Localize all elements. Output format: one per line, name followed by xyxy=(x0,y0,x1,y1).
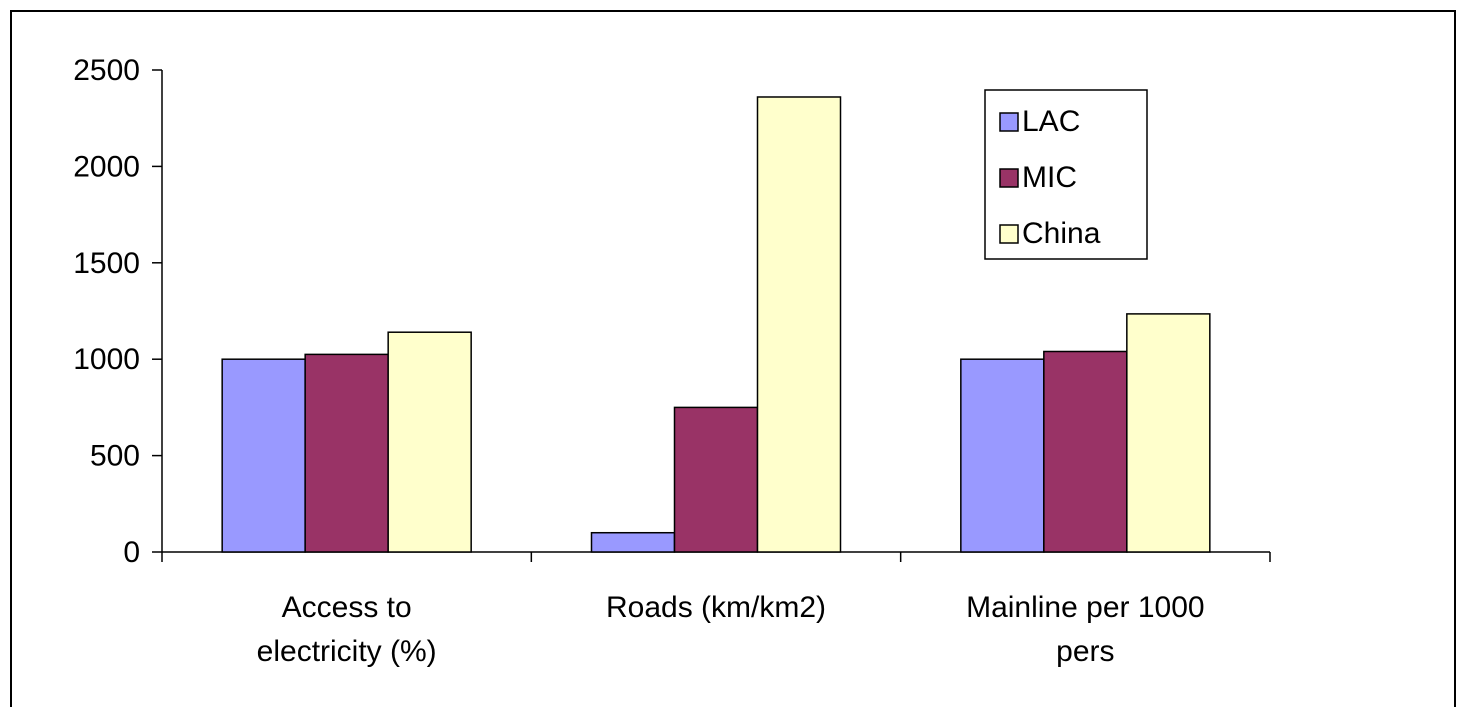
y-tick-label: 1000 xyxy=(73,343,140,376)
bar-mic-2 xyxy=(1043,350,1128,553)
x-category-label: Access to electricity (%) xyxy=(257,591,437,668)
x-category-label-line: Roads (km/km2) xyxy=(606,591,826,624)
bar-lac-2 xyxy=(960,358,1045,553)
bar-china-0 xyxy=(387,331,472,553)
bar-china-1 xyxy=(756,96,842,553)
x-category-label-line: electricity (%) xyxy=(257,635,437,668)
x-category-label-line: pers xyxy=(1056,635,1114,668)
legend: LAC MIC China xyxy=(984,89,1148,260)
bar-china-2 xyxy=(1126,313,1211,553)
legend-swatch-lac xyxy=(999,112,1019,132)
legend-label-lac: LAC xyxy=(1022,105,1080,138)
y-tick-label: 2500 xyxy=(73,54,140,87)
x-category-label-line: Access to xyxy=(282,591,412,624)
y-axis: 0 500 1000 1500 2000 2500 xyxy=(73,54,163,569)
bar-mic-0 xyxy=(304,353,389,553)
y-tick-label: 0 xyxy=(123,536,140,569)
x-category-label: Roads (km/km2) xyxy=(606,591,826,624)
bar-lac-1 xyxy=(590,531,676,553)
y-tick-label: 1500 xyxy=(73,247,140,280)
bars xyxy=(221,96,1211,553)
bar-mic-1 xyxy=(673,406,759,553)
legend-swatch-mic xyxy=(999,168,1019,188)
x-category-label: Mainline per 1000 pers xyxy=(966,591,1205,668)
bar-lac-0 xyxy=(221,358,306,553)
legend-label-mic: MIC xyxy=(1022,161,1077,194)
y-tick-label: 2000 xyxy=(73,150,140,183)
legend-swatch-china xyxy=(999,224,1019,244)
x-category-label-line: Mainline per 1000 xyxy=(966,591,1205,624)
y-tick-label: 500 xyxy=(90,440,140,473)
legend-label-china: China xyxy=(1022,217,1101,250)
x-axis: Access to electricity (%) Roads (km/km2) Ma… xyxy=(161,551,1271,668)
